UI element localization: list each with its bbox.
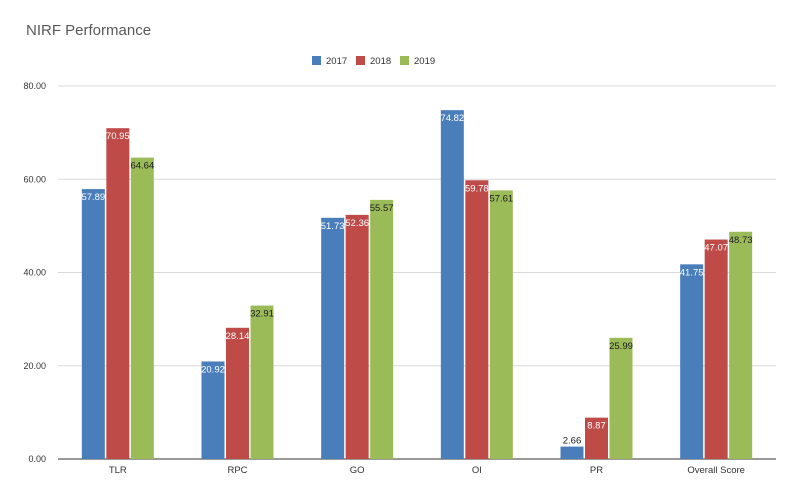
legend-swatch-2019: [400, 56, 409, 65]
chart-title: NIRF Performance: [26, 22, 152, 39]
x-tick-label: TLR: [109, 465, 127, 476]
bar-2018-overall-score: [704, 239, 728, 459]
data-label: 2.66: [563, 436, 582, 447]
bar-2019-go: [370, 199, 394, 459]
data-label: 28.14: [226, 331, 250, 342]
y-tick-label: 80.00: [23, 81, 46, 91]
legend-swatch-2017: [312, 56, 321, 65]
data-label: 48.73: [729, 235, 753, 246]
y-tick-label: 40.00: [23, 268, 46, 278]
data-label: 32.91: [250, 309, 274, 320]
y-tick-label: 20.00: [23, 361, 46, 371]
bar-2017-overall-score: [680, 264, 704, 459]
data-label: 25.99: [609, 341, 633, 352]
y-tick-label: 0.00: [28, 454, 46, 464]
bar-2018-rpc: [226, 327, 249, 459]
x-tick-label: OI: [472, 465, 482, 476]
data-label: 57.61: [489, 193, 513, 204]
x-tick-label: PR: [590, 465, 603, 476]
bar-2017-go: [321, 217, 345, 459]
data-label: 70.95: [106, 131, 130, 142]
bar-2018-pr: [585, 417, 608, 459]
bar-2019-tlr: [130, 157, 154, 459]
bar-2019-oi: [489, 190, 513, 459]
data-label: 20.92: [201, 364, 225, 375]
data-label: 47.07: [704, 243, 728, 254]
x-tick-label: Overall Score: [687, 465, 745, 476]
data-label: 51.73: [321, 221, 345, 232]
bar-2019-overall-score: [729, 231, 753, 459]
bar-2017-pr: [560, 446, 584, 459]
y-tick-label: 60.00: [23, 174, 46, 184]
bar-2017-oi: [440, 110, 464, 460]
legend-label-2018: 2018: [370, 56, 391, 67]
data-label: 52.36: [345, 218, 369, 229]
data-label: 59.78: [465, 183, 489, 194]
data-label: 57.89: [81, 192, 105, 203]
bar-2018-oi: [465, 180, 489, 459]
data-label: 41.75: [680, 267, 704, 278]
data-label: 64.64: [130, 161, 154, 172]
bar-2018-tlr: [106, 128, 130, 459]
x-tick-label: RPC: [227, 465, 247, 476]
bar-2019-rpc: [250, 305, 274, 459]
bar-2017-rpc: [201, 361, 225, 459]
bar-2018-go: [345, 214, 369, 459]
legend-label-2017: 2017: [326, 56, 347, 67]
bar-2019-pr: [609, 337, 633, 459]
x-tick-label: GO: [350, 465, 365, 476]
bar-2017-tlr: [81, 189, 105, 459]
data-label: 8.87: [587, 421, 606, 432]
data-label: 55.57: [370, 203, 394, 214]
data-label: 74.82: [440, 113, 464, 124]
legend-label-2019: 2019: [414, 56, 435, 67]
legend-swatch-2018: [356, 56, 365, 65]
